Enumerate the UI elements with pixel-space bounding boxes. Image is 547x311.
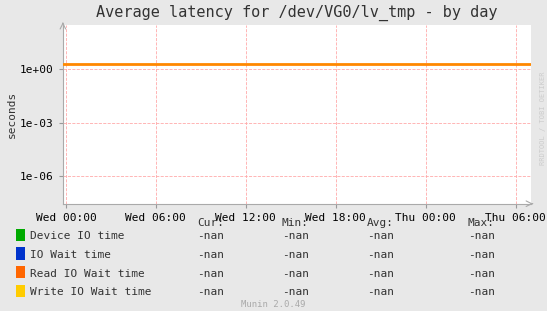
Text: -nan: -nan: [468, 269, 495, 279]
Text: -nan: -nan: [282, 287, 309, 297]
Y-axis label: seconds: seconds: [7, 91, 18, 138]
Text: -nan: -nan: [366, 269, 394, 279]
Text: -nan: -nan: [282, 231, 309, 241]
Text: IO Wait time: IO Wait time: [30, 250, 111, 260]
Text: -nan: -nan: [468, 250, 495, 260]
Text: -nan: -nan: [366, 250, 394, 260]
Text: -nan: -nan: [468, 231, 495, 241]
Text: Device IO time: Device IO time: [30, 231, 125, 241]
Text: -nan: -nan: [282, 250, 309, 260]
Text: Read IO Wait time: Read IO Wait time: [30, 269, 145, 279]
Text: -nan: -nan: [197, 287, 224, 297]
Text: -nan: -nan: [197, 250, 224, 260]
Text: -nan: -nan: [197, 231, 224, 241]
Text: Avg:: Avg:: [366, 218, 394, 228]
Text: RRDTOOL / TOBI OETIKER: RRDTOOL / TOBI OETIKER: [540, 72, 546, 165]
Text: -nan: -nan: [468, 287, 495, 297]
Text: -nan: -nan: [366, 231, 394, 241]
Text: Max:: Max:: [468, 218, 495, 228]
Text: Write IO Wait time: Write IO Wait time: [30, 287, 152, 297]
Text: -nan: -nan: [282, 269, 309, 279]
Text: -nan: -nan: [366, 287, 394, 297]
Text: Cur:: Cur:: [197, 218, 224, 228]
Text: -nan: -nan: [197, 269, 224, 279]
Text: Min:: Min:: [282, 218, 309, 228]
Title: Average latency for /dev/VG0/lv_tmp - by day: Average latency for /dev/VG0/lv_tmp - by…: [96, 5, 498, 21]
Text: Munin 2.0.49: Munin 2.0.49: [241, 299, 306, 309]
